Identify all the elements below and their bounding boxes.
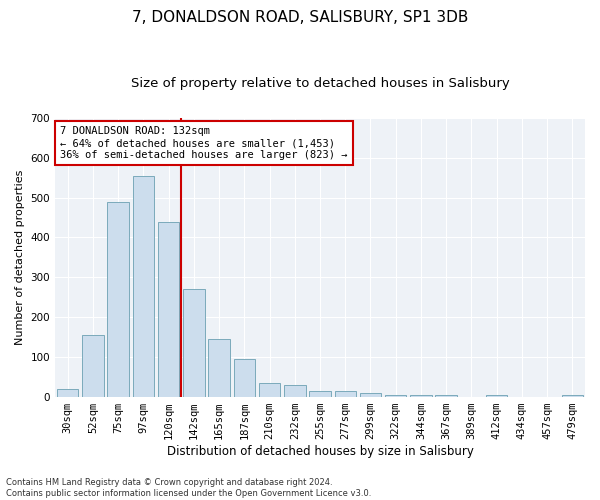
Bar (208, 339, 230, 396)
Bar (259, 382, 280, 396)
Bar (107, 202, 129, 396)
Y-axis label: Number of detached properties: Number of detached properties (15, 170, 25, 345)
Bar (562, 394, 583, 396)
Bar (133, 176, 154, 396)
Bar (360, 392, 381, 396)
Text: 7 DONALDSON ROAD: 132sqm
← 64% of detached houses are smaller (1,453)
36% of sem: 7 DONALDSON ROAD: 132sqm ← 64% of detach… (61, 126, 348, 160)
Bar (410, 394, 431, 396)
Text: Contains HM Land Registry data © Crown copyright and database right 2024.
Contai: Contains HM Land Registry data © Crown c… (6, 478, 371, 498)
Bar (486, 394, 508, 396)
Bar (57, 388, 79, 396)
Text: 7, DONALDSON ROAD, SALISBURY, SP1 3DB: 7, DONALDSON ROAD, SALISBURY, SP1 3DB (132, 10, 468, 25)
Bar (436, 394, 457, 396)
Bar (183, 289, 205, 397)
Bar (309, 390, 331, 396)
Bar (158, 222, 179, 396)
Bar (82, 335, 104, 396)
Bar (385, 394, 406, 396)
X-axis label: Distribution of detached houses by size in Salisbury: Distribution of detached houses by size … (167, 444, 473, 458)
Bar (284, 384, 305, 396)
Title: Size of property relative to detached houses in Salisbury: Size of property relative to detached ho… (131, 78, 509, 90)
Bar (335, 390, 356, 396)
Bar (233, 359, 255, 397)
